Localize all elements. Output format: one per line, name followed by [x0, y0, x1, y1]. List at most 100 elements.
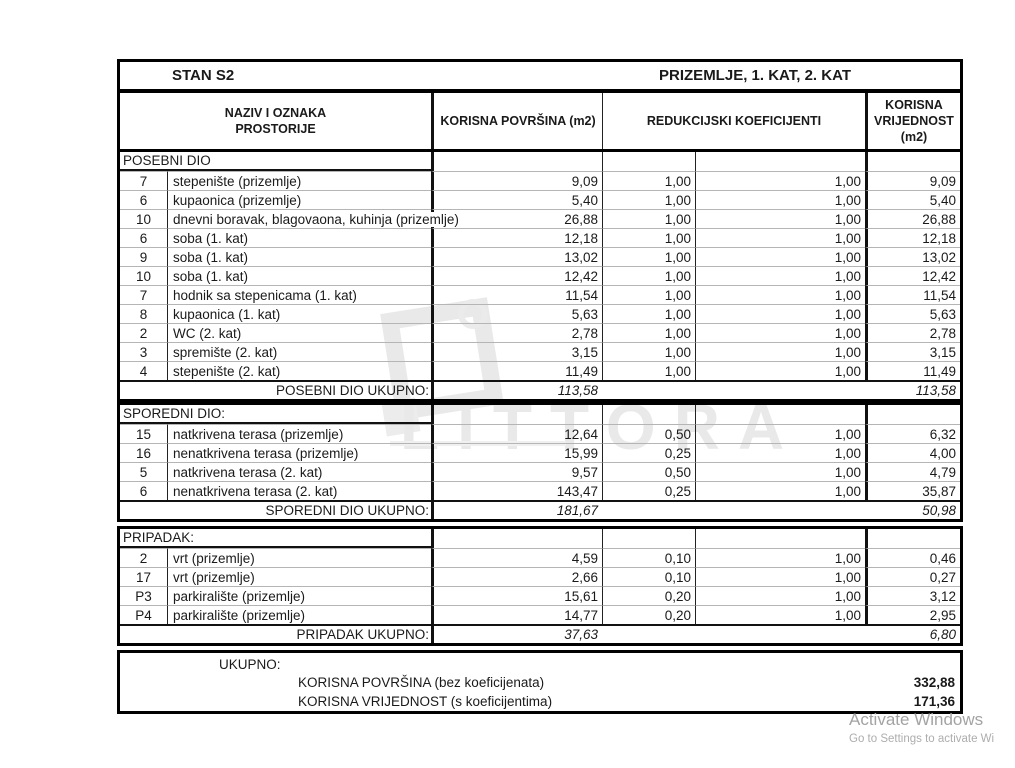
- coefficient-cell: 0,25: [602, 443, 695, 462]
- value-cell: 3,12: [865, 586, 960, 605]
- area-cell: 9,57: [431, 462, 602, 481]
- section-total-label: PRIPADAK UKUPNO:: [120, 624, 431, 643]
- room-name-cell: stepenište (prizemlje): [167, 171, 431, 190]
- coefficient-cell: 0,10: [602, 567, 695, 586]
- area-cell: 11,49: [431, 361, 602, 380]
- room-name-cell: nenatkrivena terasa (2. kat): [167, 481, 431, 500]
- coefficient-cell: 0,50: [602, 424, 695, 443]
- coefficient-cell: 1,00: [695, 443, 865, 462]
- coefficient-cell: 1,00: [695, 342, 865, 361]
- value-cell: 26,88: [865, 209, 960, 228]
- coefficient-cell: 1,00: [695, 190, 865, 209]
- room-name-cell: soba (1. kat): [167, 247, 431, 266]
- coefficient-cell: 1,00: [602, 190, 695, 209]
- area-calculation-table: STAN S2 PRIZEMLJE, 1. KAT, 2. KAT NAZIV …: [117, 59, 963, 714]
- coefficient-cell: 1,00: [602, 247, 695, 266]
- room-number-cell: 6: [120, 190, 167, 209]
- area-cell: 5,40: [431, 190, 602, 209]
- area-cell: 15,61: [431, 586, 602, 605]
- room-name-cell: kupaonica (1. kat): [167, 304, 431, 323]
- section-total-label: POSEBNI DIO UKUPNO:: [120, 380, 431, 399]
- room-name-cell: soba (1. kat): [167, 228, 431, 247]
- table-row: 6 nenatkrivena terasa (2. kat) 143,47 0,25 1…: [120, 481, 960, 500]
- coefficient-cell: 1,00: [602, 209, 695, 228]
- table-row: 2 WC (2. kat) 2,78 1,00 1,00 2,78: [120, 323, 960, 342]
- room-number-cell: 7: [120, 171, 167, 190]
- area-cell: 12,42: [431, 266, 602, 285]
- activate-windows-text: Activate Windows: [849, 710, 984, 729]
- coefficient-cell: 1,00: [695, 304, 865, 323]
- coefficient-cell: 0,25: [602, 481, 695, 500]
- value-cell: 0,27: [865, 567, 960, 586]
- value-cell: 12,18: [865, 228, 960, 247]
- section-label: SPOREDNI DIO:: [120, 405, 431, 424]
- room-number-cell: 3: [120, 342, 167, 361]
- room-number-cell: 10: [120, 266, 167, 285]
- room-number-cell: 5: [120, 462, 167, 481]
- coefficient-cell: 1,00: [695, 586, 865, 605]
- value-cell: 4,00: [865, 443, 960, 462]
- value-cell: 5,40: [865, 190, 960, 209]
- grand-total-heading: UKUPNO:: [219, 656, 281, 672]
- floors-title: PRIZEMLJE, 1. KAT, 2. KAT: [659, 67, 851, 84]
- coefficient-cell: 0,50: [602, 462, 695, 481]
- empty-cell: [695, 152, 865, 171]
- room-name-cell: hodnik sa stepenicama (1. kat): [167, 285, 431, 304]
- coefficient-cell: 1,00: [602, 171, 695, 190]
- empty-cell: [865, 405, 960, 424]
- grand-total-label: KORISNA POVRŠINA (bez koeficijenata): [298, 675, 545, 690]
- area-cell: 12,64: [431, 424, 602, 443]
- coefficient-cell: 1,00: [695, 209, 865, 228]
- table-row: 17 vrt (prizemlje) 2,66 0,10 1,00 0,27: [120, 567, 960, 586]
- empty-cell: [865, 529, 960, 548]
- coefficient-cell: 1,00: [695, 462, 865, 481]
- area-cell: 12,18: [431, 228, 602, 247]
- grand-total-label: KORISNA VRIJEDNOST (s koeficijentima): [298, 694, 553, 709]
- coefficient-cell: 0,20: [602, 605, 695, 624]
- section-host-rest: SPOREDNI DIO: 15 natkrivena terasa (prizem…: [117, 402, 963, 646]
- column-header-row: NAZIV I OZNAKA PROSTORIJE KORISNA POVRŠI…: [120, 93, 960, 152]
- coefficient-cell: 1,00: [602, 342, 695, 361]
- value-cell: 13,02: [865, 247, 960, 266]
- windows-activation-overlay: Activate Windows Go to Settings to activ…: [849, 710, 994, 745]
- coefficient-cell: 1,00: [695, 548, 865, 567]
- table-row: P3 parkiralište (prizemlje) 15,61 0,20 1,00 3…: [120, 586, 960, 605]
- empty-cell: [602, 500, 865, 519]
- section-total-row: SPOREDNI DIO UKUPNO: 181,67 50,98: [120, 500, 960, 519]
- coefficient-cell: 1,00: [695, 285, 865, 304]
- coefficient-cell: 1,00: [695, 323, 865, 342]
- section-total-area: 181,67: [431, 500, 602, 519]
- coefficient-cell: 1,00: [695, 605, 865, 624]
- column-header-value: KORISNA VRIJEDNOST (m2): [865, 93, 960, 149]
- room-name-cell: dnevni boravak, blagovaona, kuhinja (pri…: [167, 209, 462, 228]
- section-label-row: SPOREDNI DIO:: [120, 405, 960, 424]
- table-title-row: STAN S2 PRIZEMLJE, 1. KAT, 2. KAT: [120, 62, 960, 93]
- coefficient-cell: 1,00: [602, 323, 695, 342]
- table-row: 3 spremište (2. kat) 3,15 1,00 1,00 3,15: [120, 342, 960, 361]
- room-number-cell: 9: [120, 247, 167, 266]
- table-row: 10 dnevni boravak, blagovaona, kuhinja (p…: [120, 209, 960, 228]
- column-header-name: NAZIV I OZNAKA PROSTORIJE: [224, 105, 327, 136]
- area-cell: 11,54: [431, 285, 602, 304]
- coefficient-cell: 0,10: [602, 548, 695, 567]
- value-cell: 4,79: [865, 462, 960, 481]
- coefficient-cell: 1,00: [602, 285, 695, 304]
- area-cell: 143,47: [431, 481, 602, 500]
- section-label: PRIPADAK:: [120, 529, 431, 548]
- coefficient-cell: 1,00: [695, 171, 865, 190]
- value-cell: 3,15: [865, 342, 960, 361]
- coefficient-cell: 1,00: [602, 266, 695, 285]
- room-name-cell: soba (1. kat): [167, 266, 431, 285]
- section-total-label: SPOREDNI DIO UKUPNO:: [120, 500, 431, 519]
- room-number-cell: 17: [120, 567, 167, 586]
- table-row: 6 soba (1. kat) 12,18 1,00 1,00 12,18: [120, 228, 960, 247]
- room-number-cell: 6: [120, 228, 167, 247]
- room-number-cell: 4: [120, 361, 167, 380]
- room-name-cell: WC (2. kat): [167, 323, 431, 342]
- room-number-cell: 8: [120, 304, 167, 323]
- empty-cell: [431, 152, 602, 171]
- table-row: 5 natkrivena terasa (2. kat) 9,57 0,50 1,00 4…: [120, 462, 960, 481]
- empty-cell: [602, 152, 695, 171]
- section-total-value: 6,80: [865, 624, 960, 643]
- table-row: 9 soba (1. kat) 13,02 1,00 1,00 13,02: [120, 247, 960, 266]
